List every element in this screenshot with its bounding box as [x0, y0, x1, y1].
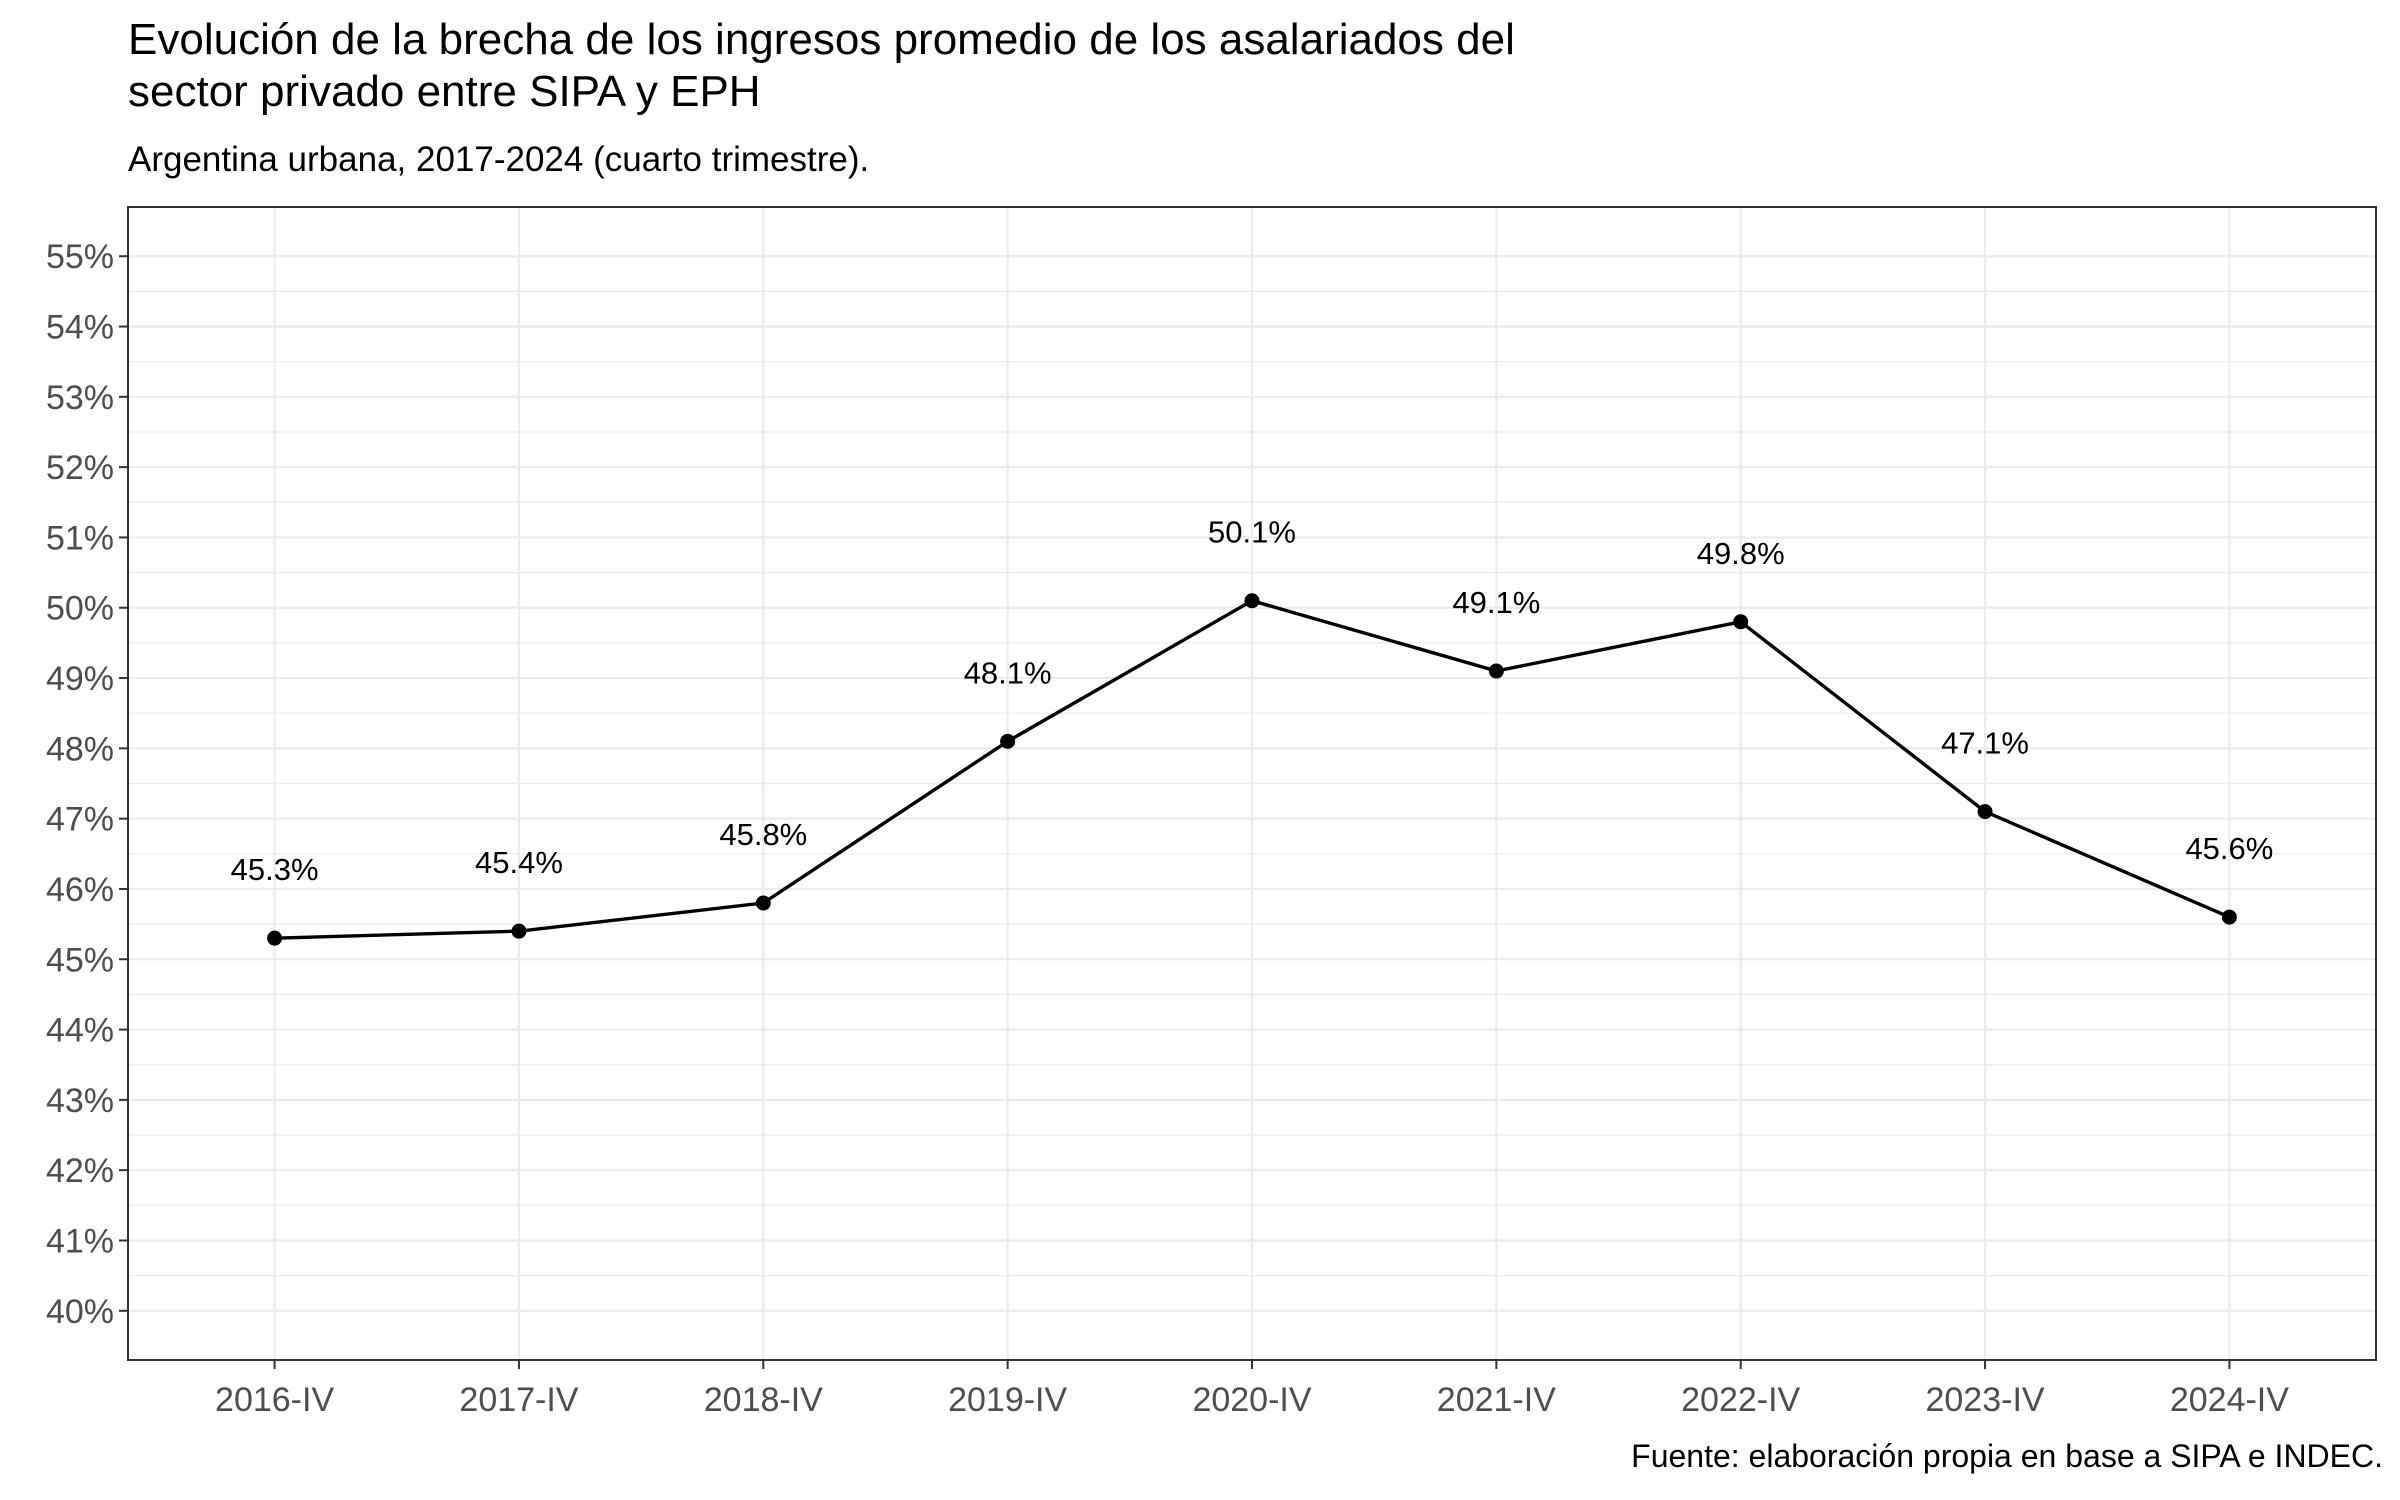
y-tick-label: 43% — [46, 1082, 114, 1120]
x-tick-label: 2020-IV — [1192, 1381, 1311, 1419]
y-tick-label: 52% — [46, 449, 114, 487]
y-tick-label: 53% — [46, 379, 114, 417]
y-tick-label: 54% — [46, 309, 114, 347]
chart-subtitle: Argentina urbana, 2017-2024 (cuarto trim… — [128, 140, 870, 179]
data-label: 45.3% — [231, 852, 319, 887]
y-axis: 40% 41% 42% 43% 44% 45% 46% 47% 48% 49% 50% 51% 52% 5… — [46, 238, 128, 1331]
x-axis: 2016-IV 2017-IV 2018-IV 2019-IV 2020-IV 2021-… — [215, 1360, 2289, 1419]
y-tick-label: 42% — [46, 1152, 114, 1190]
data-point — [1244, 593, 1260, 609]
chart-title: Evolución de la brecha de los ingresos p… — [128, 14, 1515, 118]
data-label: 45.8% — [719, 817, 807, 852]
y-tick-label: 55% — [46, 238, 114, 276]
y-tick-label: 45% — [46, 941, 114, 979]
y-tick-label: 51% — [46, 519, 114, 557]
data-labels: 45.3% 45.4% 45.8% 48.1% 50.1% 49.1% 49.8% 47.1%… — [231, 515, 2274, 887]
y-tick-label: 41% — [46, 1222, 114, 1260]
chart-title-line-1: Evolución de la brecha de los ingresos p… — [128, 15, 1515, 64]
data-label: 47.1% — [1941, 726, 2029, 761]
y-tick-label: 47% — [46, 801, 114, 839]
data-point — [511, 923, 527, 939]
x-tick-label: 2024-IV — [2170, 1381, 2289, 1419]
x-tick-label: 2018-IV — [704, 1381, 823, 1419]
data-point — [267, 930, 283, 946]
data-label: 45.6% — [2185, 831, 2273, 866]
grid-major — [128, 207, 2376, 1360]
data-points — [267, 593, 2237, 946]
x-tick-label: 2016-IV — [215, 1381, 334, 1419]
y-tick-label: 48% — [46, 730, 114, 768]
data-label: 49.1% — [1452, 585, 1540, 620]
y-tick-label: 50% — [46, 590, 114, 628]
x-tick-label: 2021-IV — [1437, 1381, 1556, 1419]
data-point — [1733, 614, 1749, 630]
data-point — [2221, 909, 2237, 925]
data-point — [755, 895, 771, 911]
x-tick-label: 2022-IV — [1681, 1381, 1800, 1419]
y-tick-label: 46% — [46, 871, 114, 909]
data-point — [1488, 663, 1504, 679]
chart-caption: Fuente: elaboración propia en base a SIP… — [1631, 1438, 2383, 1474]
data-point — [1977, 804, 1993, 820]
y-tick-label: 49% — [46, 660, 114, 698]
y-tick-label: 40% — [46, 1293, 114, 1331]
data-point — [1000, 733, 1016, 749]
x-tick-label: 2019-IV — [948, 1381, 1067, 1419]
y-tick-label: 44% — [46, 1012, 114, 1050]
data-label: 49.8% — [1697, 536, 1785, 571]
data-label: 45.4% — [475, 845, 563, 880]
data-label: 48.1% — [964, 655, 1052, 690]
x-tick-label: 2017-IV — [459, 1381, 578, 1419]
chart-title-line-2: sector privado entre SIPA y EPH — [128, 67, 761, 116]
data-label: 50.1% — [1208, 515, 1296, 550]
x-tick-label: 2023-IV — [1925, 1381, 2044, 1419]
